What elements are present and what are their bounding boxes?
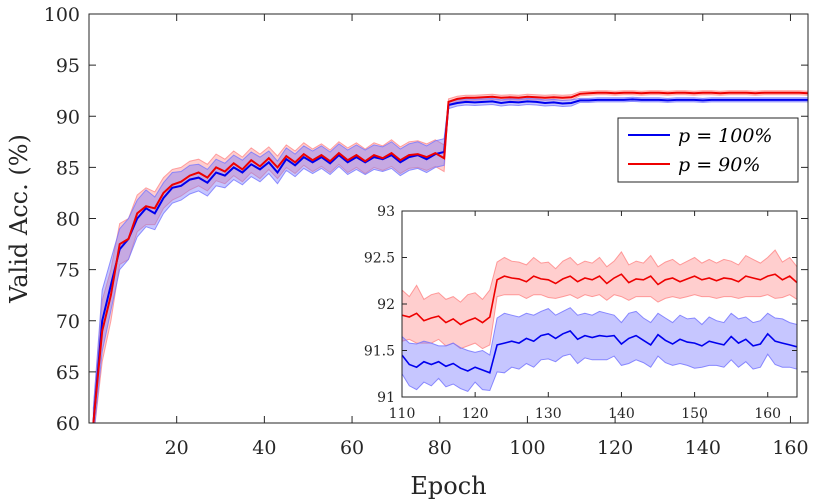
x-tick-label: 140 [685,437,721,459]
inset-x-tick-label: 150 [681,406,708,422]
main-plot-area [92,90,808,423]
y-tick-label: 90 [56,106,80,128]
x-tick-label: 100 [509,437,545,459]
y-tick-label: 70 [56,311,80,333]
inset-x-tick-label: 120 [462,406,489,422]
inset-y-tick-label: 92 [377,297,395,313]
inset-band-p100 [402,307,797,392]
band-p100 [92,96,808,423]
y-tick-label: 85 [56,157,80,179]
band-p90 [92,90,808,423]
x-tick-label: 60 [340,437,364,459]
legend-label-p100: p = 100% [678,125,772,147]
legend-label-p90: p = 90% [678,154,760,176]
inset-x-tick-label: 110 [389,406,416,422]
inset-x-tick-label: 140 [608,406,635,422]
inset-band-p90 [402,249,797,350]
inset-line-p90 [402,273,797,326]
inset-x-tick-label: 130 [535,406,562,422]
x-tick-label: 80 [428,437,452,459]
x-tick-label: 20 [165,437,189,459]
inset-plot-area [402,249,797,392]
y-tick-label: 100 [44,4,80,26]
inset-y-tick-label: 93 [377,204,395,220]
legend: p = 100% p = 90% [617,117,799,183]
y-tick-label: 60 [56,413,80,435]
y-axis-title: Valid Acc. (%) [5,134,33,304]
inset-y-tick-label: 92.5 [364,251,395,267]
inset-y-tick-label: 91.5 [364,344,395,360]
x-axis-title: Epoch [410,472,486,500]
x-tick-label: 120 [597,437,633,459]
inset-line-p100 [402,330,797,374]
x-tick-label: 40 [252,437,276,459]
y-tick-label: 65 [56,362,80,384]
y-tick-label: 95 [56,55,80,77]
inset-y-tick-label: 91 [377,390,395,406]
y-tick-label: 75 [56,260,80,282]
inset-background [402,211,797,397]
main-plot: 20 40 60 80 100 120 140 160 60 65 70 75 80 85 90 95 100 E… [5,4,809,500]
line-p90 [92,91,808,423]
x-tick-label: 160 [772,437,808,459]
legend-box [617,117,799,183]
y-tick-label: 80 [56,209,80,231]
inset-x-tick-label: 160 [754,406,781,422]
inset-plot: 110 120 130 140 150 160 91 91.5 92 92.5 93 [364,204,798,422]
